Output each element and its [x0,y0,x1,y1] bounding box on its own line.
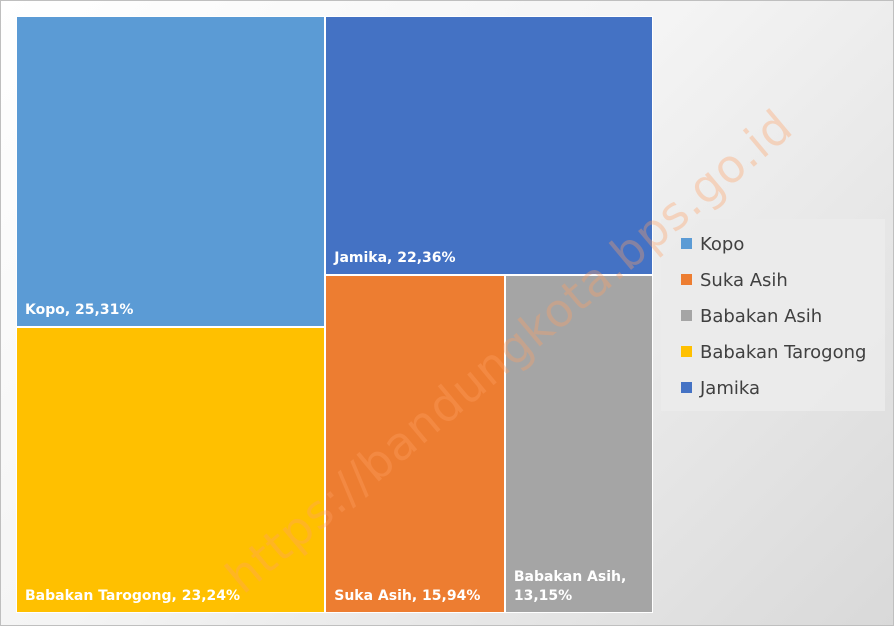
tile: Babakan Tarogong, 23,24% [16,327,326,613]
data-label: Babakan Asih, 13,15% [513,568,627,604]
legend-swatch [681,274,692,285]
tile: Babakan Asih, 13,15% [504,275,653,613]
data-label: Babakan Tarogong, 23,24% [25,587,241,604]
data-label: Suka Asih, 15,94% [334,587,481,604]
legend-swatch [681,310,692,321]
legend: Kopo Suka Asih Babakan Asih Babakan Tarogon… [661,219,885,411]
tile: Suka Asih, 15,94% [325,275,505,613]
legend-item: Babakan Asih [681,305,822,329]
tile: Jamika, 22,36% [325,16,653,276]
legend-item: Suka Asih [681,269,788,293]
legend-label: Jamika [700,378,761,399]
legend-item: Kopo [681,233,744,257]
legend-item: Babakan Tarogong [681,341,866,365]
legend-swatch [681,382,692,393]
tile: Kopo, 25,31% [16,16,326,328]
legend-swatch [681,238,692,249]
legend-swatch [681,346,692,357]
legend-label: Babakan Tarogong [700,342,867,363]
data-label: Kopo, 25,31% [25,302,134,319]
data-label: Jamika, 22,36% [334,250,456,267]
legend-label: Kopo [700,234,745,255]
legend-label: Suka Asih [700,270,788,291]
legend-label: Babakan Asih [700,306,823,327]
legend-item: Jamika [681,377,760,401]
